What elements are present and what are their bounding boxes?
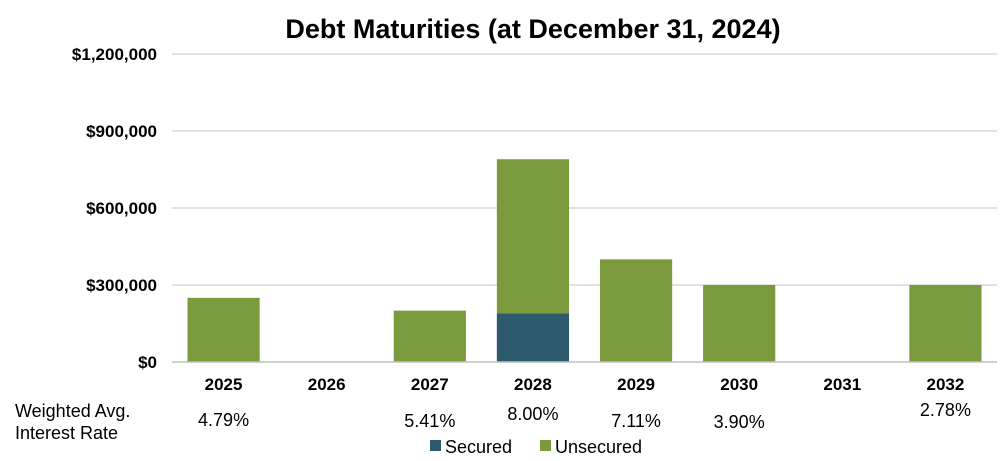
x-tick-label: 2029 xyxy=(617,375,655,394)
legend: Secured Unsecured xyxy=(430,437,642,457)
y-tick-label: $300,000 xyxy=(86,276,157,295)
x-axis-ticks: 2025 2026 2027 2028 2029 2030 2031 2032 xyxy=(205,375,965,394)
interest-rate-2029: 7.11% xyxy=(611,411,661,431)
interest-rate-2030: 3.90% xyxy=(714,412,765,432)
y-tick-label: $600,000 xyxy=(86,199,157,218)
y-tick-label: $1,200,000 xyxy=(72,45,157,64)
interest-rate-2032: 2.78% xyxy=(920,400,971,420)
x-tick-label: 2025 xyxy=(205,375,243,394)
gridlines xyxy=(172,53,997,286)
x-tick-label: 2030 xyxy=(720,375,758,394)
interest-rates: 4.79% 5.41% 8.00% 7.11% 3.90% 2.78% xyxy=(198,400,971,432)
legend-label-secured: Secured xyxy=(445,437,512,457)
x-tick-label: 2032 xyxy=(927,375,965,394)
legend-swatch-unsecured xyxy=(540,440,551,451)
bar-unsecured-2030 xyxy=(703,285,776,362)
legend-swatch-secured xyxy=(430,440,441,451)
x-tick-label: 2028 xyxy=(514,375,552,394)
legend-label-unsecured: Unsecured xyxy=(555,437,642,457)
y-tick-label: $0 xyxy=(138,353,157,372)
y-axis-ticks: $0 $300,000 $600,000 $900,000 $1,200,000 xyxy=(72,45,157,372)
interest-rate-2027: 5.41% xyxy=(404,411,455,431)
bar-unsecured-2025 xyxy=(187,297,260,362)
x-tick-label: 2031 xyxy=(823,375,861,394)
x-tick-label: 2027 xyxy=(411,375,449,394)
rate-label-line-2: Interest Rate xyxy=(15,423,118,443)
bar-secured-2028 xyxy=(496,313,570,362)
chart-title: Debt Maturities (at December 31, 2024) xyxy=(285,14,780,44)
bar-unsecured-2029 xyxy=(599,259,673,362)
bar-unsecured-2027 xyxy=(393,310,466,362)
y-tick-label: $900,000 xyxy=(86,122,157,141)
interest-rate-2025: 4.79% xyxy=(198,410,249,430)
x-tick-label: 2026 xyxy=(308,375,346,394)
interest-rate-2028: 8.00% xyxy=(507,404,558,424)
rate-label-line-1: Weighted Avg. xyxy=(15,401,130,421)
bar-unsecured-2032 xyxy=(909,285,982,362)
bar-unsecured-2028 xyxy=(496,159,570,314)
bars xyxy=(187,159,982,362)
